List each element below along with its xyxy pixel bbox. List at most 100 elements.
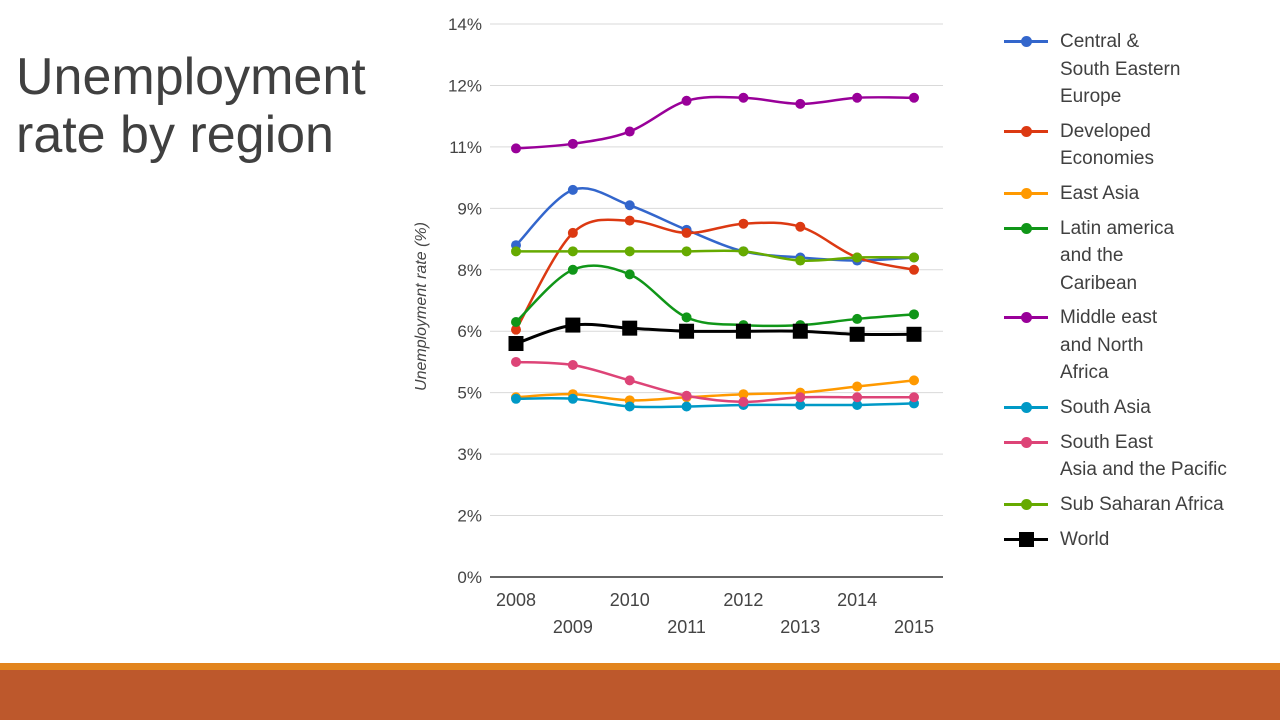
legend-swatch [1004, 491, 1048, 519]
legend-item: Developed Economies [1004, 118, 1274, 173]
data-point-world [622, 320, 638, 336]
y-tick-label: 12% [448, 76, 482, 95]
data-point-east-asia [909, 375, 919, 386]
legend-label: Middle east and North Africa [1060, 307, 1158, 383]
legend-label: South Asia [1060, 396, 1151, 418]
line-chart: 0% 2% 3% 5% 6% 8% 9% 11% 12% 14% 2008 2009 2010 2011 2… [413, 15, 943, 637]
footer-band [0, 670, 1280, 720]
data-point-east-asia [738, 389, 749, 400]
x-tick-label: 2012 [723, 590, 763, 610]
legend-item: Latin america and the Caribean [1004, 215, 1274, 298]
data-point-developed-economies [567, 227, 578, 238]
legend-swatch [1004, 429, 1048, 457]
data-point-sub-saharan-africa [909, 252, 919, 263]
legend-swatch [1004, 394, 1048, 422]
data-point-latin-america-and-the-caribean [681, 312, 692, 323]
data-point-world [679, 323, 695, 339]
data-point-south-east-asia-and-the-pacific [795, 392, 806, 403]
data-point-latin-america-and-the-caribean [852, 313, 863, 324]
legend-item: East Asia [1004, 180, 1274, 208]
data-point-south-asia [852, 399, 863, 410]
legend-item: Middle east and North Africa [1004, 304, 1274, 387]
data-point-developed-economies [511, 324, 521, 335]
data-point-south-asia [511, 393, 521, 404]
data-point-sub-saharan-africa [624, 246, 635, 257]
slide-title-line2: rate by region [16, 106, 334, 164]
data-point-world [906, 326, 922, 342]
data-point-latin-america-and-the-caribean [624, 269, 635, 280]
data-point-latin-america-and-the-caribean [567, 264, 578, 275]
data-point-middle-east-and-north-africa [738, 92, 749, 103]
y-tick-label: 8% [457, 261, 482, 280]
legend-item: Central & South Eastern Europe [1004, 28, 1274, 111]
legend-label: World [1060, 528, 1110, 550]
y-tick-label: 2% [457, 507, 482, 526]
data-point-middle-east-and-north-africa [795, 98, 806, 109]
legend-swatch [1004, 215, 1048, 243]
x-tick-label: 2010 [610, 590, 650, 610]
data-point-south-asia [624, 401, 635, 412]
data-point-south-east-asia-and-the-pacific [738, 396, 749, 407]
legend-swatch [1004, 526, 1048, 554]
data-point-world [849, 326, 865, 342]
data-point-south-east-asia-and-the-pacific [567, 360, 578, 371]
data-point-south-asia [681, 401, 692, 412]
data-point-world [735, 323, 751, 339]
data-point-middle-east-and-north-africa [852, 92, 863, 103]
data-point-south-east-asia-and-the-pacific [852, 392, 863, 403]
data-point-central-south-eastern-europe [567, 184, 578, 195]
data-point-south-asia [795, 399, 806, 410]
legend-swatch [1004, 180, 1048, 208]
y-axis-label: Unemployment rate (%) [413, 222, 430, 391]
data-point-world [792, 323, 808, 339]
legend-label: Central & South Eastern Europe [1060, 31, 1181, 107]
x-tick-label: 2013 [780, 617, 820, 637]
data-point-developed-economies [681, 227, 692, 238]
data-point-middle-east-and-north-africa [624, 126, 635, 137]
data-point-latin-america-and-the-caribean [511, 317, 521, 328]
data-point-south-east-asia-and-the-pacific [909, 392, 919, 403]
x-tick-label: 2015 [894, 617, 934, 637]
data-point-sub-saharan-africa [738, 246, 749, 257]
legend-item: Sub Saharan Africa [1004, 491, 1274, 519]
slide-title-line1: Unemployment [16, 48, 366, 106]
legend-item: South Asia [1004, 394, 1274, 422]
y-tick-label: 6% [457, 322, 482, 341]
y-tick-label: 5% [457, 384, 482, 403]
data-point-middle-east-and-north-africa [511, 143, 521, 154]
data-point-east-asia [852, 381, 863, 392]
data-point-sub-saharan-africa [567, 246, 578, 257]
legend-label: Sub Saharan Africa [1060, 493, 1224, 515]
data-point-south-east-asia-and-the-pacific [624, 375, 635, 386]
legend-item: South East Asia and the Pacific [1004, 429, 1274, 484]
y-tick-label: 9% [457, 199, 482, 218]
data-point-south-asia [567, 393, 578, 404]
x-tick-label: 2008 [496, 590, 536, 610]
legend-label: East Asia [1060, 182, 1140, 204]
data-point-south-east-asia-and-the-pacific [681, 390, 692, 401]
data-point-sub-saharan-africa [681, 246, 692, 257]
y-tick-label: 0% [457, 568, 482, 587]
y-tick-label: 14% [448, 15, 482, 34]
legend-item: World [1004, 526, 1274, 554]
x-tick-label: 2011 [667, 617, 706, 637]
x-tick-label: 2009 [553, 617, 593, 637]
y-tick-label: 3% [457, 445, 482, 464]
footer-accent-stripe [0, 663, 1280, 670]
legend-label: South East Asia and the Pacific [1060, 431, 1227, 481]
legend-swatch [1004, 28, 1048, 56]
legend-swatch [1004, 304, 1048, 332]
data-point-middle-east-and-north-africa [681, 95, 692, 106]
data-point-middle-east-and-north-africa [567, 138, 578, 149]
data-point-sub-saharan-africa [511, 246, 521, 257]
data-point-sub-saharan-africa [795, 255, 806, 266]
data-point-middle-east-and-north-africa [909, 92, 919, 103]
x-tick-label: 2014 [837, 590, 877, 610]
data-point-latin-america-and-the-caribean [909, 309, 919, 320]
data-point-developed-economies [909, 264, 919, 275]
y-tick-label: 11% [449, 138, 482, 157]
legend-label: Developed Economies [1060, 120, 1154, 170]
data-point-sub-saharan-africa [852, 252, 863, 263]
legend-label: Latin america and the Caribean [1060, 217, 1175, 294]
data-point-developed-economies [738, 218, 749, 229]
